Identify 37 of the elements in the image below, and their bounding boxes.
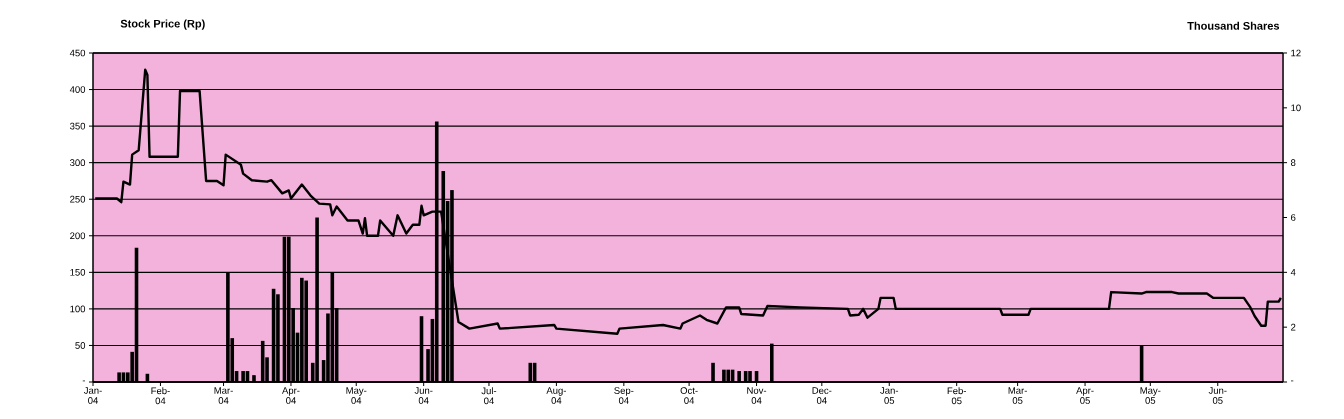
x-tick-label: Jun-04: [414, 387, 433, 404]
y2-tick-label: 8: [1290, 159, 1296, 167]
x-tick-label: May-05: [1140, 387, 1161, 404]
x-tick-label: Jun-05: [1208, 387, 1227, 404]
y-tick-label: 400: [69, 86, 86, 93]
x-tick-label: Jul-04: [481, 387, 497, 405]
x-tick-label: May-04: [346, 387, 367, 404]
y2-tick-label: 10: [1291, 104, 1301, 112]
y-tick-label: 350: [69, 122, 86, 130]
y2-tick-label: 4: [1290, 269, 1296, 276]
x-tick-label: Dec-04: [812, 387, 832, 404]
x-tick-label: Aug-04: [546, 387, 566, 404]
y-tick-label: 150: [70, 268, 86, 276]
x-tick-label: Sep-04: [614, 387, 634, 404]
x-tick-label: Feb-05: [947, 387, 967, 405]
y-tick-label: 250: [70, 195, 86, 203]
x-tick-label: Jan-04: [83, 387, 102, 404]
x-tick-label: Mar-04: [214, 387, 233, 404]
y-tick-label: 100: [70, 305, 86, 313]
y-tick-label: 200: [70, 232, 86, 240]
x-tick-label: Mar-05: [1008, 387, 1027, 404]
x-tick-label: Feb-04: [151, 387, 170, 405]
y-tick-label: 450: [69, 49, 86, 57]
x-tick-label: Jan-05: [880, 387, 899, 404]
y2-tick-label: 2: [1291, 323, 1296, 331]
x-tick-label: Nov-04: [747, 387, 767, 404]
x-tick-label: Oct-04: [680, 387, 698, 404]
y-tick-label: 300: [69, 159, 86, 167]
x-tick-label: Apr-04: [282, 387, 300, 404]
y2-axis-title: Thousand Shares: [1187, 21, 1280, 30]
y2-tick-label: -: [1290, 380, 1294, 382]
y2-tick-label: 6: [1291, 214, 1296, 221]
y-tick-label: -: [82, 380, 86, 382]
y-axis-title: Stock Price (Rp): [120, 19, 205, 30]
x-tick-label: Apr-05: [1076, 387, 1094, 404]
y-tick-label: 50: [75, 342, 86, 349]
y2-tick-label: 12: [1291, 49, 1301, 57]
